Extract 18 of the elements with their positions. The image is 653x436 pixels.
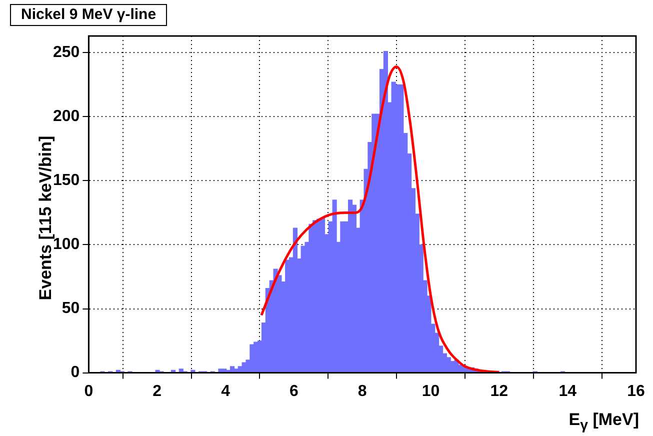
x-tick-label: 0 [84, 382, 94, 400]
x-tick-label: 12 [490, 382, 508, 400]
x-tick-label: 6 [289, 382, 298, 400]
chart-title: Nickel 9 MeV γ-line [10, 4, 168, 26]
x-tick-label: 2 [152, 382, 162, 400]
x-tick-label: 8 [358, 382, 367, 400]
y-tick-label: 50 [62, 300, 80, 318]
y-tick-label: 0 [70, 364, 80, 382]
y-tick-label: 200 [52, 108, 80, 126]
x-tick-label: 14 [558, 382, 577, 400]
x-tick-label: 16 [627, 382, 645, 400]
x-tick-label: 10 [422, 382, 440, 400]
line-series [260, 65, 500, 373]
x-tick-label: 4 [221, 382, 230, 400]
y-axis-title: Events [115 keV/bin] [36, 136, 55, 300]
y-tick-label: 250 [52, 44, 80, 62]
x-axis-title: E$_{γ}$ [MeV] [568, 410, 639, 434]
y-tick-label: 150 [52, 172, 80, 190]
